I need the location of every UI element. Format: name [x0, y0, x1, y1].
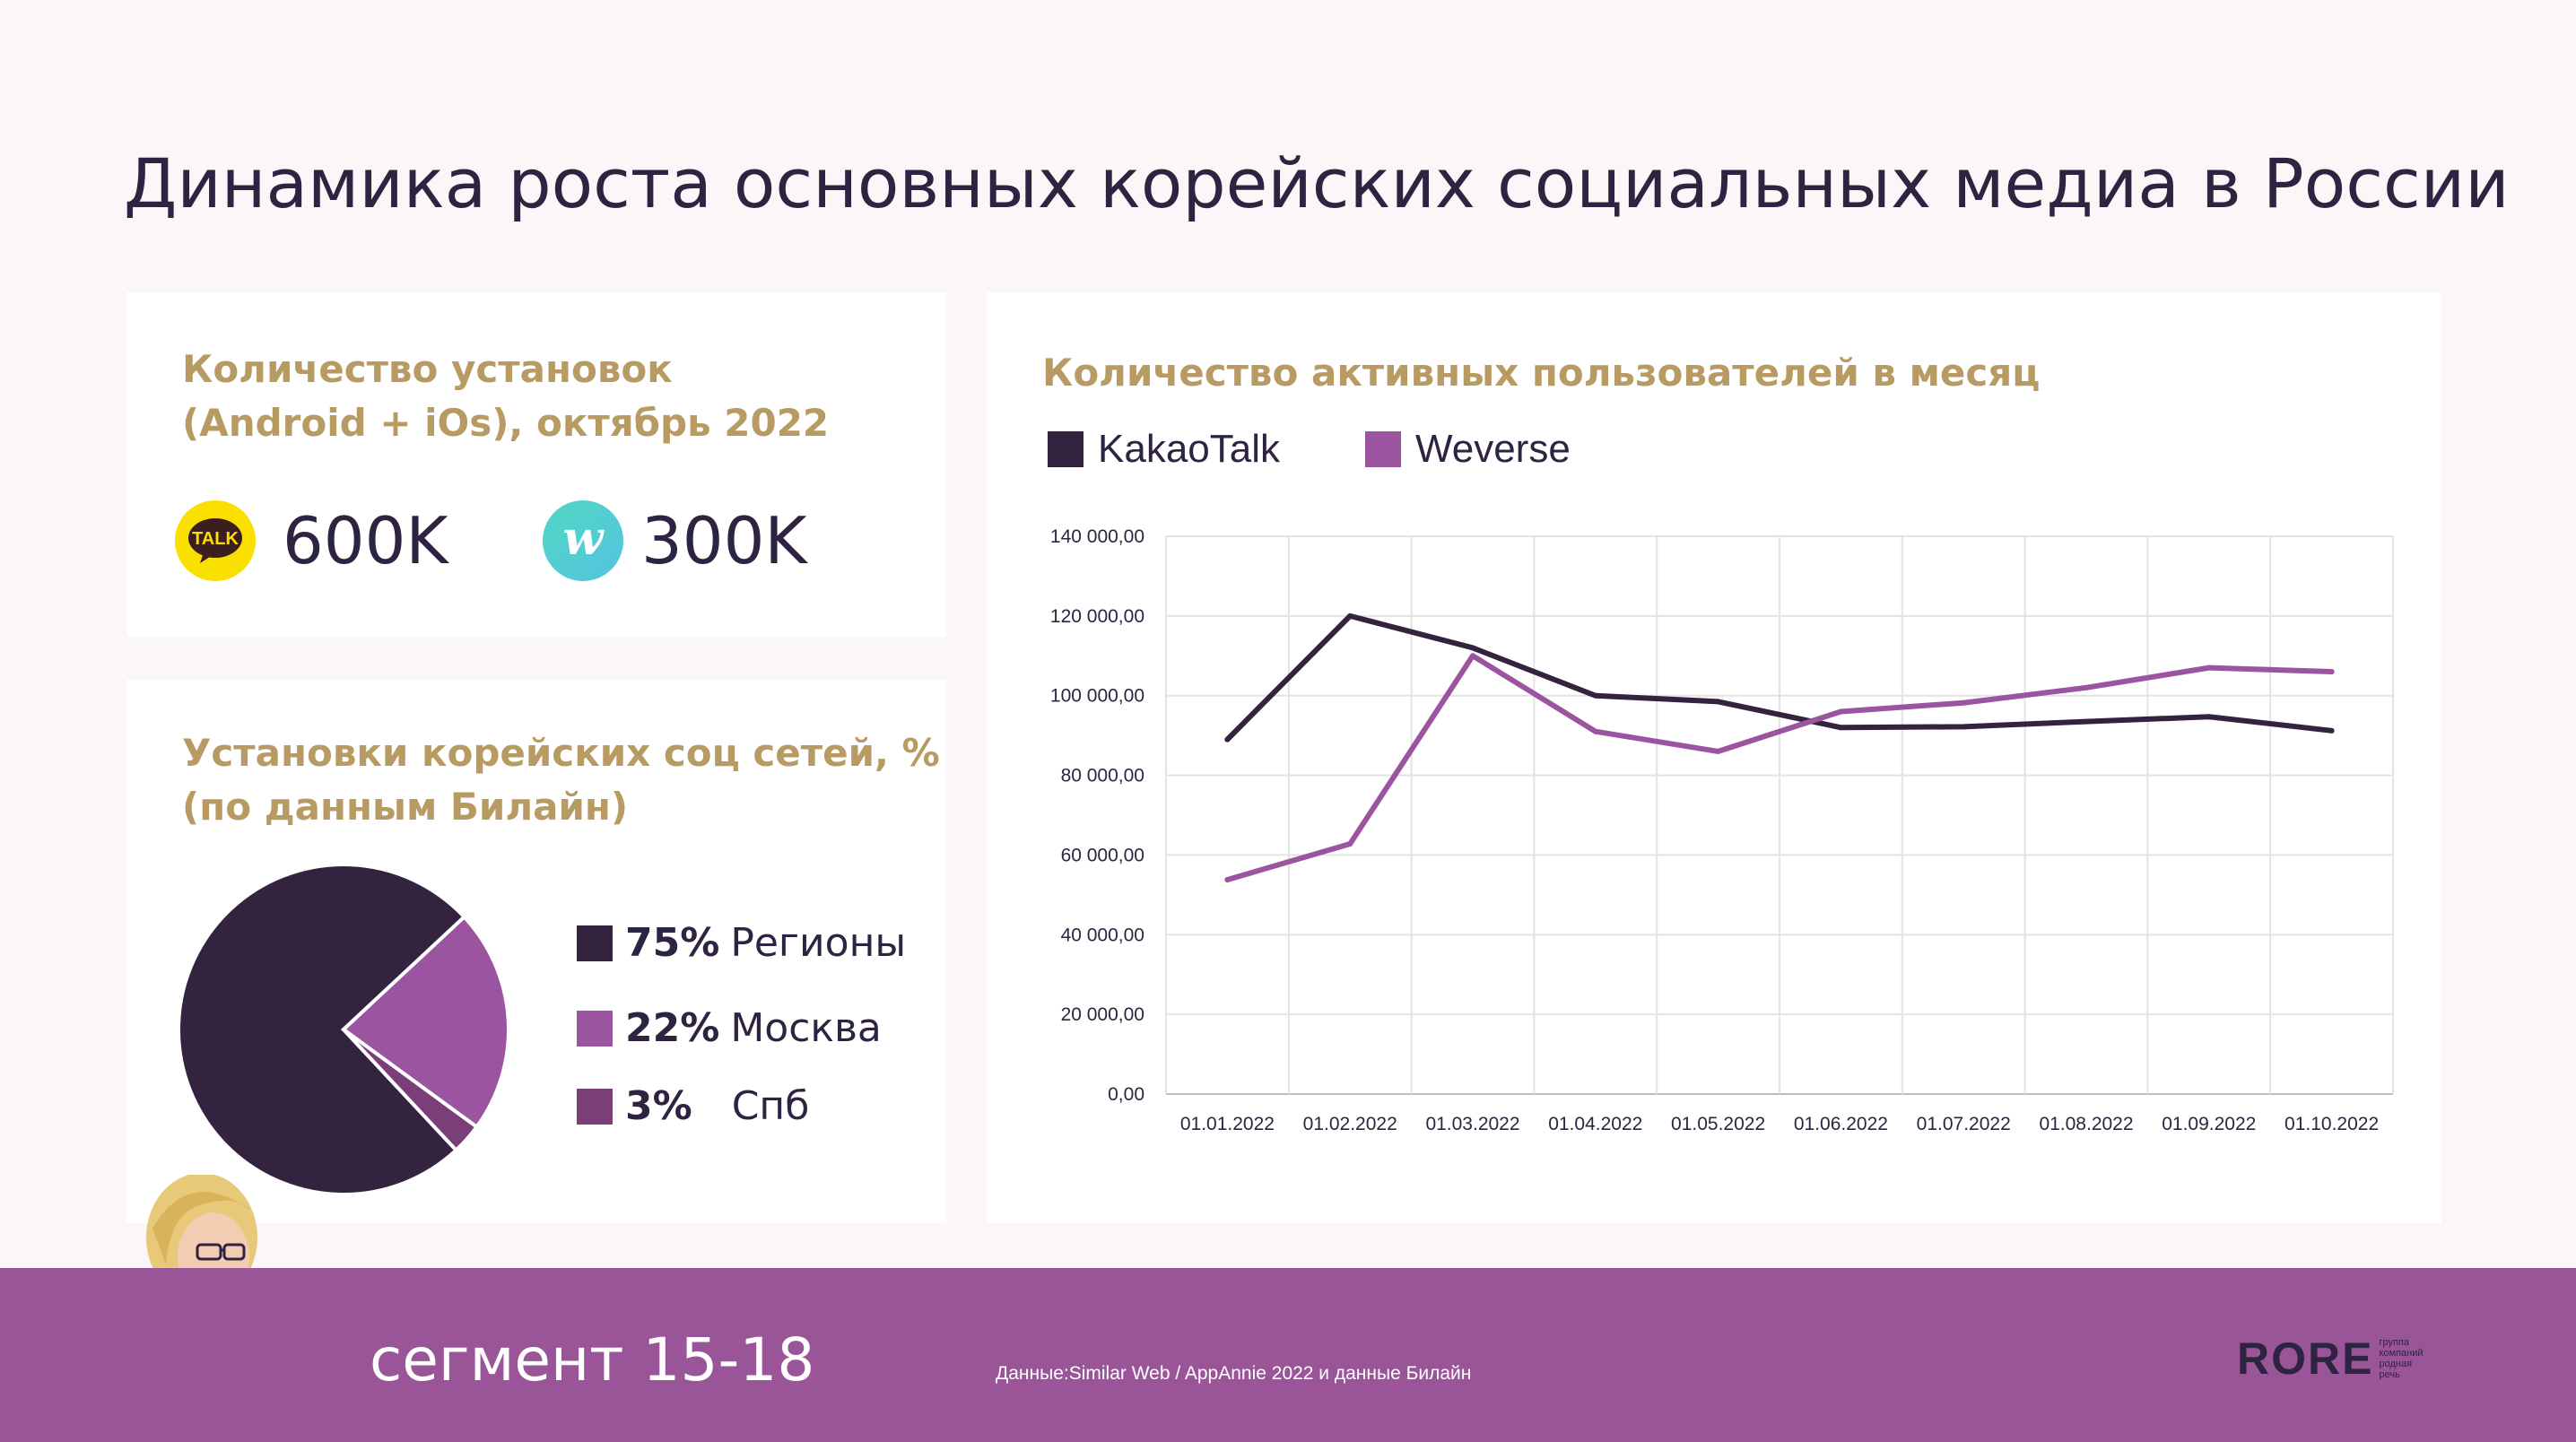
legend-pct-moscow: 22%	[625, 1005, 720, 1051]
installs-card: Количество установок (Android + iOs), ок…	[126, 292, 946, 637]
weverse-line	[1224, 653, 2335, 882]
pie-title: Установки корейских соц сетей, % (по дан…	[182, 726, 940, 834]
pie-card: Установки корейских соц сетей, % (по дан…	[126, 680, 946, 1223]
weverse-installs-value: 300K	[641, 503, 807, 578]
kakaotalk-line	[1224, 612, 2335, 743]
kakaotalk-point	[1224, 736, 1231, 743]
weverse-point	[1470, 653, 1475, 659]
legend-label-spb: Спб	[731, 1083, 810, 1129]
pie-legend-spb: 3% Спб	[577, 1083, 809, 1129]
legend-label-regions: Регионы	[730, 920, 907, 966]
weverse-point	[1347, 840, 1353, 847]
kakaotalk-point	[1838, 725, 1844, 731]
brand-logo: RORE группа компаний родная речь	[2237, 1333, 2441, 1385]
pie-title-line2: (по данным Билайн)	[182, 785, 629, 829]
weverse-stat: w 300K	[543, 500, 807, 581]
brand-subtitle: группа компаний родная речь	[2379, 1337, 2441, 1380]
legend-label-weverse: Weverse	[1415, 427, 1571, 471]
brand-word: RORE	[2237, 1333, 2374, 1384]
brand-sub-line: родная	[2379, 1359, 2413, 1369]
legend-swatch-weverse	[1365, 431, 1401, 467]
y-tick-label: 100 000,00	[1050, 686, 1144, 707]
weverse-icon: w	[543, 500, 623, 581]
kakaotalk-point	[1715, 699, 1721, 705]
installs-title-line2: (Android + iOs), октябрь 2022	[182, 401, 830, 445]
y-tick-label: 60 000,00	[1061, 845, 1144, 865]
legend-swatch-regions	[577, 925, 613, 961]
pie-slice-regions	[177, 863, 467, 1196]
weverse-point	[1224, 876, 1231, 882]
kakaotalk-point	[1470, 645, 1475, 651]
kakaotalk-stat: TALK 600K	[175, 500, 448, 581]
x-tick-label: 01.09.2022	[2162, 1114, 2256, 1134]
y-tick-label: 20 000,00	[1061, 1004, 1144, 1025]
mau-title: Количество активных пользователей в меся…	[1042, 351, 2041, 395]
weverse-point	[2206, 665, 2212, 671]
pie-slice-spb	[342, 1028, 480, 1153]
mau-card: Количество активных пользователей в меся…	[987, 292, 2441, 1223]
brand-sub-line: группа	[2379, 1337, 2410, 1348]
legend-label-moscow: Москва	[730, 1005, 882, 1051]
weverse-point	[1592, 728, 1598, 734]
y-tick-label: 80 000,00	[1061, 766, 1144, 786]
legend-kakaotalk: KakaoTalk	[1048, 427, 1280, 472]
x-tick-label: 01.10.2022	[2284, 1114, 2379, 1134]
x-tick-label: 01.08.2022	[2039, 1114, 2133, 1134]
kakaotalk-point	[1961, 724, 1967, 730]
x-tick-label: 01.04.2022	[1548, 1114, 1642, 1134]
x-tick-label: 01.01.2022	[1180, 1114, 1275, 1134]
kakaotalk-icon: TALK	[175, 500, 256, 581]
source-note: Данные:Similar Web / AppAnnie 2022 и дан…	[996, 1363, 1472, 1384]
pie-slice-moscow	[340, 914, 510, 1130]
legend-label-kakaotalk: KakaoTalk	[1098, 427, 1281, 471]
brand-sub-line: компаний	[2379, 1348, 2424, 1359]
weverse-point	[1961, 699, 1967, 706]
weverse-icon-text: w	[563, 511, 605, 566]
page-title: Динамика роста основных корейских социал…	[124, 143, 2510, 223]
weverse-point	[1838, 708, 1844, 715]
legend-pct-spb: 3%	[625, 1083, 692, 1129]
pie-legend-moscow: 22% Москва	[577, 1005, 882, 1051]
y-tick-label: 120 000,00	[1050, 606, 1144, 627]
x-tick-label: 01.06.2022	[1794, 1114, 1888, 1134]
installs-title: Количество установок (Android + iOs), ок…	[182, 343, 829, 450]
x-tick-label: 01.02.2022	[1303, 1114, 1397, 1134]
x-tick-label: 01.05.2022	[1671, 1114, 1765, 1134]
brand-sub-line: речь	[2379, 1369, 2400, 1380]
weverse-point	[2084, 684, 2089, 691]
legend-swatch-moscow	[577, 1010, 613, 1047]
pie-legend-regions: 75% Регионы	[577, 920, 906, 966]
kakaotalk-point	[1347, 612, 1353, 619]
kakaotalk-point	[1592, 692, 1598, 699]
legend-swatch-kakaotalk	[1048, 431, 1083, 467]
legend-swatch-spb	[577, 1088, 613, 1125]
kakaotalk-icon-text: TALK	[192, 529, 239, 549]
pie-title-line1: Установки корейских соц сетей, %	[182, 731, 940, 775]
segment-label: сегмент 15-18	[370, 1325, 815, 1394]
legend-pct-regions: 75%	[625, 920, 720, 966]
footer-bar: сегмент 15-18 Данные:Similar Web / AppAn…	[0, 1268, 2576, 1442]
kakaotalk-point	[2084, 718, 2089, 725]
x-tick-label: 01.03.2022	[1425, 1114, 1519, 1134]
x-tick-label: 01.07.2022	[1917, 1114, 2011, 1134]
y-tick-label: 40 000,00	[1061, 925, 1144, 945]
pie-chart	[177, 863, 510, 1196]
weverse-point	[1715, 748, 1721, 754]
y-tick-label: 0,00	[1108, 1084, 1144, 1105]
line-chart: 0,00 20 000,00 40 000,00 60 000,00 80 000,00…	[1050, 526, 2394, 1134]
y-tick-label: 140 000,00	[1050, 526, 1144, 547]
legend-weverse: Weverse	[1365, 427, 1571, 472]
kakaotalk-point	[2206, 714, 2212, 720]
weverse-point	[2328, 669, 2335, 675]
kakaotalk-point	[2328, 727, 2335, 734]
kakaotalk-installs-value: 600K	[283, 503, 448, 578]
installs-title-line1: Количество установок	[182, 347, 673, 391]
